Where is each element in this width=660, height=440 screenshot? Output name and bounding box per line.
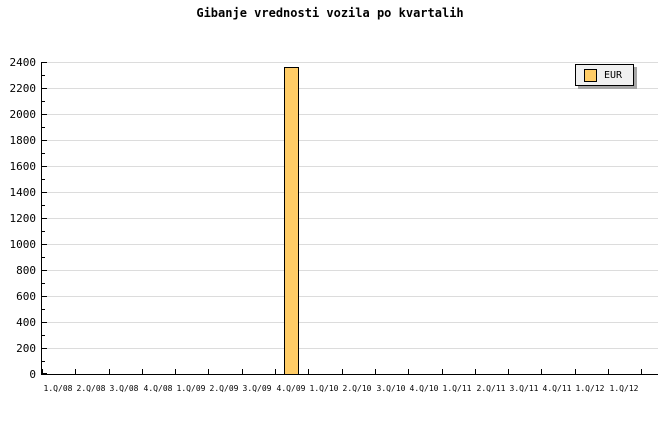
x-axis-label: 2.Q/10 bbox=[342, 384, 372, 393]
x-tick bbox=[541, 369, 542, 374]
gridline bbox=[42, 244, 658, 245]
gridline bbox=[42, 322, 658, 323]
y-axis-label: 400 bbox=[16, 316, 36, 329]
y-axis-label: 1000 bbox=[9, 238, 37, 251]
x-tick bbox=[408, 369, 409, 374]
y-tick-major bbox=[42, 62, 47, 63]
x-axis-label: 1.Q/11 bbox=[442, 384, 472, 393]
y-axis-label: 600 bbox=[16, 290, 36, 303]
x-axis-label: 1.Q/12 bbox=[609, 384, 639, 393]
y-tick-minor bbox=[42, 75, 45, 76]
x-axis-label: 1.Q/12 bbox=[575, 384, 605, 393]
x-tick bbox=[475, 369, 476, 374]
legend-swatch-eur bbox=[584, 68, 597, 82]
y-tick-major bbox=[42, 114, 47, 115]
x-axis-label: 2.Q/08 bbox=[76, 384, 106, 393]
y-tick-minor bbox=[42, 309, 45, 310]
y-axis-label: 2000 bbox=[9, 108, 37, 121]
chart-title: Gibanje vrednosti vozila po kvartalih bbox=[196, 6, 464, 20]
x-tick bbox=[508, 369, 509, 374]
y-tick-major bbox=[42, 296, 47, 297]
y-axis-label: 1800 bbox=[9, 134, 37, 147]
legend-label-eur: EUR bbox=[604, 69, 623, 81]
x-tick bbox=[242, 369, 243, 374]
x-axis-label: 1.Q/09 bbox=[176, 384, 206, 393]
x-tick bbox=[142, 369, 143, 374]
x-axis-label: 2.Q/11 bbox=[476, 384, 506, 393]
x-axis-label: 3.Q/08 bbox=[109, 384, 139, 393]
gridline bbox=[42, 140, 658, 141]
y-tick-major bbox=[42, 244, 47, 245]
gridline bbox=[42, 88, 658, 89]
y-tick-minor bbox=[42, 179, 45, 180]
gridline bbox=[42, 192, 658, 193]
y-tick-major bbox=[42, 322, 47, 323]
x-tick bbox=[575, 369, 576, 374]
y-tick-major bbox=[42, 373, 47, 374]
y-tick-minor bbox=[42, 257, 45, 258]
x-tick bbox=[109, 369, 110, 374]
gridline bbox=[42, 270, 658, 271]
x-tick bbox=[608, 369, 609, 374]
gridline bbox=[42, 62, 658, 63]
y-tick-major bbox=[42, 166, 47, 167]
gridline bbox=[42, 218, 658, 219]
x-tick bbox=[641, 369, 642, 374]
y-tick-minor bbox=[42, 283, 45, 284]
x-tick bbox=[175, 369, 176, 374]
x-tick bbox=[275, 369, 276, 374]
x-axis-label: 4.Q/08 bbox=[143, 384, 173, 393]
x-tick bbox=[42, 369, 43, 374]
x-axis-label: 4.Q/09 bbox=[276, 384, 306, 393]
bar bbox=[284, 67, 299, 374]
y-axis-label: 1400 bbox=[9, 186, 37, 199]
x-tick bbox=[342, 369, 343, 374]
x-tick bbox=[75, 369, 76, 374]
gridline bbox=[42, 114, 658, 115]
y-axis-label: 800 bbox=[16, 264, 36, 277]
legend: EUR bbox=[575, 64, 634, 86]
x-tick bbox=[208, 369, 209, 374]
gridline bbox=[42, 348, 658, 349]
y-tick-major bbox=[42, 88, 47, 89]
gridline bbox=[42, 296, 658, 297]
y-tick-minor bbox=[42, 127, 45, 128]
y-axis-label: 2400 bbox=[9, 56, 37, 69]
plot-area bbox=[41, 62, 658, 375]
x-tick bbox=[442, 369, 443, 374]
y-tick-minor bbox=[42, 361, 45, 362]
y-axis-label: 1200 bbox=[9, 212, 37, 225]
y-axis-label: 200 bbox=[16, 342, 36, 355]
gridline bbox=[42, 166, 658, 167]
y-tick-major bbox=[42, 218, 47, 219]
x-axis-label: 4.Q/11 bbox=[542, 384, 572, 393]
y-tick-major bbox=[42, 192, 47, 193]
y-axis-label: 2200 bbox=[9, 82, 37, 95]
x-tick bbox=[375, 369, 376, 374]
y-tick-minor bbox=[42, 205, 45, 206]
y-tick-minor bbox=[42, 153, 45, 154]
y-tick-minor bbox=[42, 335, 45, 336]
x-axis-label: 3.Q/11 bbox=[509, 384, 539, 393]
x-axis-label: 3.Q/09 bbox=[242, 384, 272, 393]
y-tick-major bbox=[42, 348, 47, 349]
x-axis-label: 1.Q/10 bbox=[309, 384, 339, 393]
y-axis-label: 1600 bbox=[9, 160, 37, 173]
y-tick-minor bbox=[42, 101, 45, 102]
y-tick-major bbox=[42, 270, 47, 271]
x-axis-label: 2.Q/09 bbox=[209, 384, 239, 393]
y-axis-label: 0 bbox=[29, 368, 36, 381]
x-tick bbox=[308, 369, 309, 374]
x-axis-label: 1.Q/08 bbox=[43, 384, 73, 393]
x-axis-label: 4.Q/10 bbox=[409, 384, 439, 393]
x-axis-label: 3.Q/10 bbox=[376, 384, 406, 393]
y-tick-major bbox=[42, 140, 47, 141]
y-tick-minor bbox=[42, 231, 45, 232]
